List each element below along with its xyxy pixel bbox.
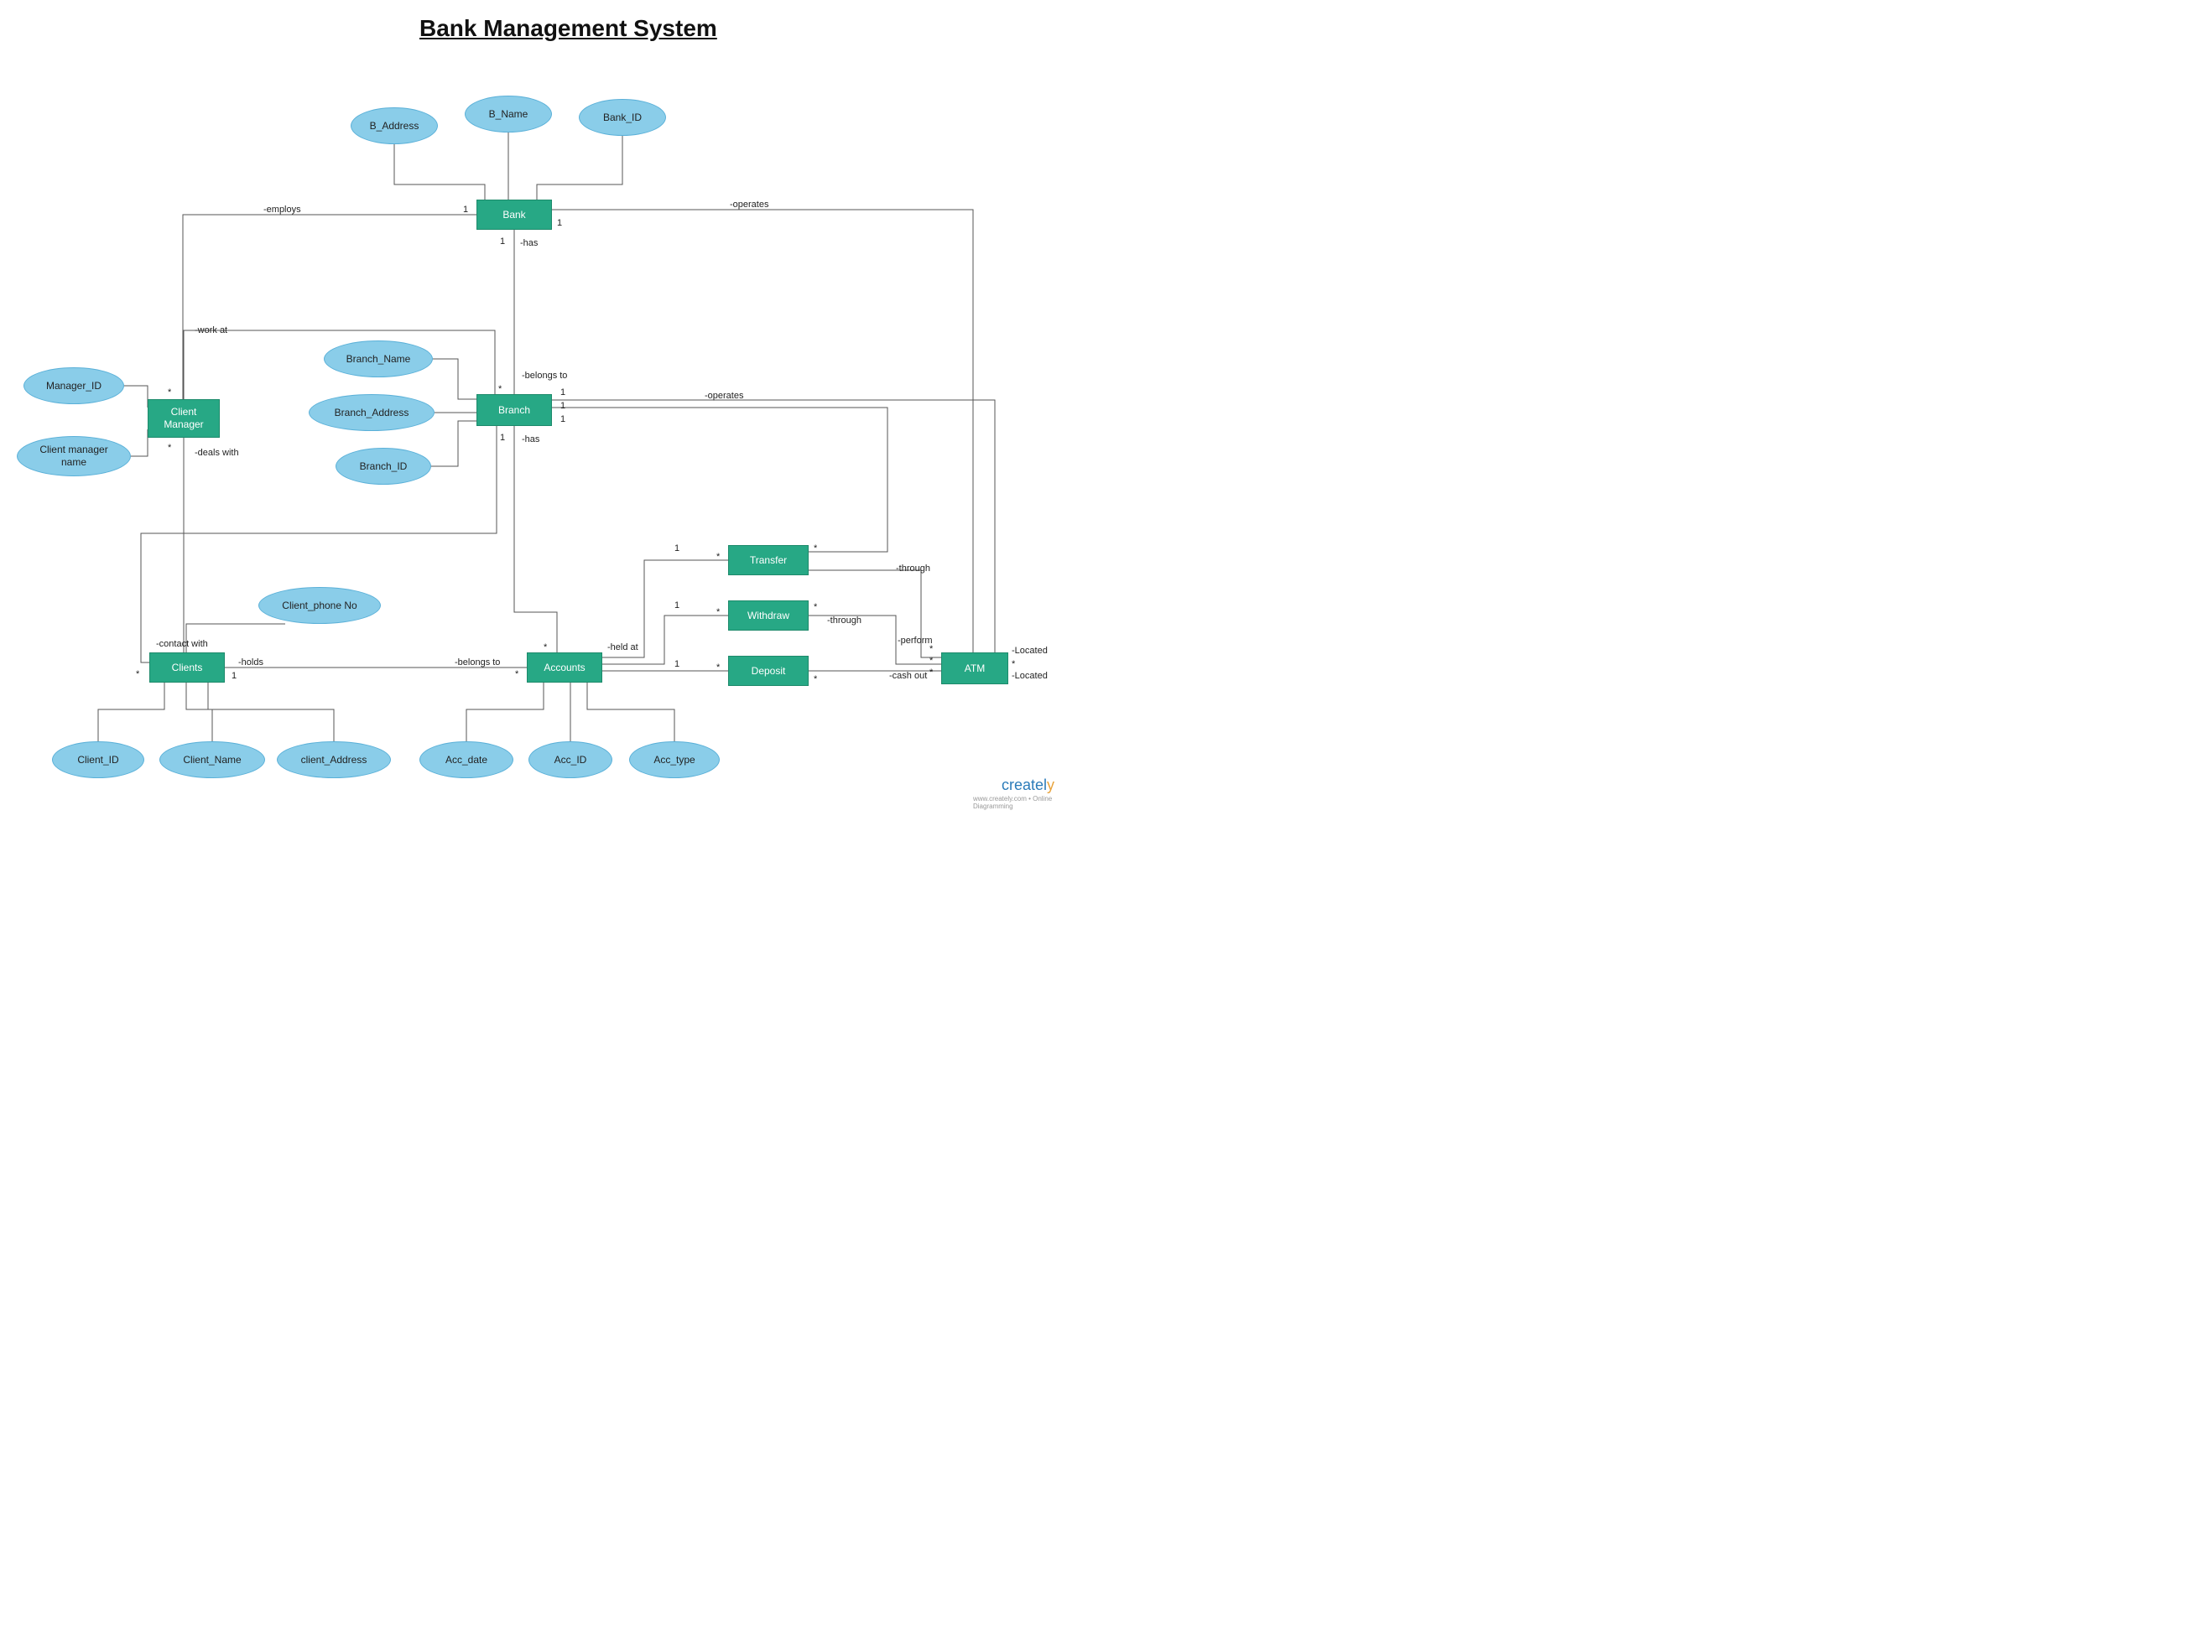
rel-label: 1 <box>560 387 565 397</box>
rel-label: 1 <box>560 401 565 411</box>
edge-acc_type-accounts <box>587 683 674 741</box>
edge-bank_id-bank <box>537 136 622 200</box>
rel-label: * <box>929 644 933 654</box>
rel-label: -deals with <box>195 448 239 458</box>
entity-clients: Clients <box>149 652 225 683</box>
attr-acc_id: Acc_ID <box>528 741 612 778</box>
edge-branch-transfer <box>552 408 887 552</box>
attr-cmgr_name: Client manager name <box>17 436 131 476</box>
rel-label: 1 <box>500 433 505 443</box>
attr-b_address: B_Address <box>351 107 438 144</box>
rel-label: * <box>544 642 547 652</box>
rel-label: -belongs to <box>455 657 500 668</box>
rel-label: 1 <box>463 205 468 215</box>
rel-label: * <box>1012 659 1015 669</box>
rel-label: 1 <box>232 671 237 681</box>
rel-label: * <box>716 552 720 562</box>
rel-label: -cash out <box>889 671 927 681</box>
rel-label: -holds <box>238 657 263 668</box>
rel-label: * <box>136 669 139 679</box>
rel-label: -has <box>522 434 539 444</box>
watermark-sub: www.creately.com • Online Diagramming <box>973 795 1074 810</box>
entity-accounts: Accounts <box>527 652 602 683</box>
rel-label: * <box>716 662 720 673</box>
entity-client_mgr: Client Manager <box>148 399 220 438</box>
edge-branch_id-branch <box>431 421 476 466</box>
edge-client_id-clients <box>98 683 164 741</box>
rel-label: -held at <box>607 642 638 652</box>
edge-bank-atm <box>552 210 973 652</box>
attr-client_phone: Client_phone No <box>258 587 381 624</box>
rel-label: -contact with <box>156 639 208 649</box>
rel-label: 1 <box>557 218 562 228</box>
rel-label: -perform <box>898 636 933 646</box>
entity-deposit: Deposit <box>728 656 809 686</box>
rel-label: 1 <box>674 659 679 669</box>
rel-label: * <box>814 602 817 612</box>
rel-label: 1 <box>674 600 679 610</box>
diagram-title: Bank Management System <box>419 15 717 42</box>
rel-label: * <box>168 387 171 397</box>
attr-branch_name: Branch_Name <box>324 340 433 377</box>
edge-accounts-withdraw <box>602 616 728 664</box>
attr-acc_date: Acc_date <box>419 741 513 778</box>
rel-label: -through <box>896 564 930 574</box>
rel-label: -work at <box>195 325 227 335</box>
rel-label: -employs <box>263 205 301 215</box>
rel-label: 1 <box>560 414 565 424</box>
rel-label: 1 <box>674 543 679 553</box>
edge-client_addr-clients <box>208 683 334 741</box>
rel-label: -Located <box>1012 671 1048 681</box>
rel-label: -Located <box>1012 646 1048 656</box>
rel-label: -operates <box>730 200 768 210</box>
edge-branch-accounts <box>514 426 557 652</box>
edge-branch_name-branch <box>433 359 476 399</box>
rel-label: * <box>515 669 518 679</box>
attr-bank_id: Bank_ID <box>579 99 666 136</box>
rel-label: * <box>498 384 502 394</box>
attr-client_id: Client_ID <box>52 741 144 778</box>
edge-bank-client_mgr <box>183 215 476 399</box>
attr-client_addr: client_Address <box>277 741 391 778</box>
rel-label: -through <box>827 616 861 626</box>
edge-cmgr_name-client_mgr <box>131 429 148 456</box>
attr-b_name: B_Name <box>465 96 552 132</box>
er-diagram-stage: Bank Management System Bank Branch Client … <box>0 0 1074 802</box>
entity-transfer: Transfer <box>728 545 809 575</box>
rel-label: * <box>716 607 720 617</box>
rel-label: -operates <box>705 391 743 401</box>
attr-acc_type: Acc_type <box>629 741 720 778</box>
watermark-logo: creately <box>1002 777 1054 794</box>
entity-withdraw: Withdraw <box>728 600 809 631</box>
attr-branch_addr: Branch_Address <box>309 394 435 431</box>
entity-branch: Branch <box>476 394 552 426</box>
rel-label: -has <box>520 238 538 248</box>
rel-label: * <box>929 656 933 666</box>
edge-b_address-bank <box>394 144 485 200</box>
edge-acc_date-accounts <box>466 683 544 741</box>
rel-label: 1 <box>500 236 505 247</box>
attr-branch_id: Branch_ID <box>336 448 431 485</box>
rel-label: * <box>814 543 817 553</box>
rel-label: -belongs to <box>522 371 567 381</box>
edge-clients-branch <box>141 426 497 662</box>
rel-label: * <box>814 674 817 684</box>
edge-manager_id-client_mgr <box>124 386 148 408</box>
entity-bank: Bank <box>476 200 552 230</box>
rel-label: * <box>168 443 171 453</box>
attr-client_name: Client_Name <box>159 741 265 778</box>
rel-label: * <box>929 668 933 678</box>
attr-manager_id: Manager_ID <box>23 367 124 404</box>
entity-atm: ATM <box>941 652 1008 684</box>
